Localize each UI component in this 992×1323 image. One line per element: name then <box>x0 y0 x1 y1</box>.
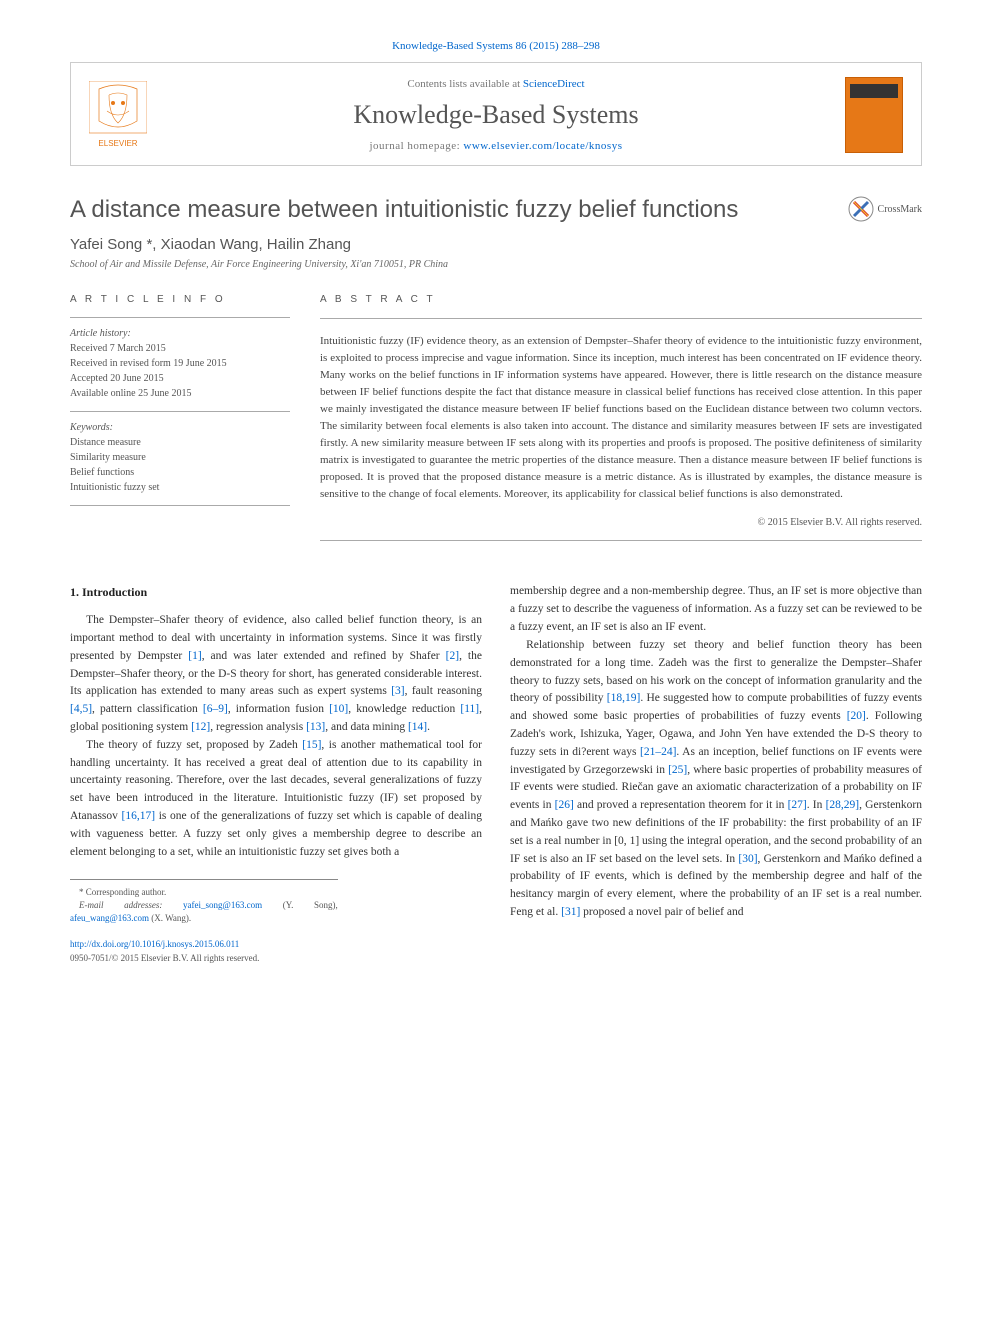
ref-link[interactable]: [6–9] <box>203 703 228 715</box>
divider <box>70 411 290 412</box>
article-info-heading: A R T I C L E I N F O <box>70 292 290 307</box>
ref-link[interactable]: [31] <box>561 906 580 918</box>
ref-link[interactable]: [18,19] <box>607 692 641 704</box>
ref-link[interactable]: [26] <box>555 799 574 811</box>
ref-link[interactable]: [12] <box>191 721 210 733</box>
ref-link[interactable]: [1] <box>188 650 201 662</box>
history-line: Available online 25 June 2015 <box>70 386 290 401</box>
crossmark-badge[interactable]: CrossMark <box>848 196 922 222</box>
corresponding-author-note: * Corresponding author. <box>70 886 338 899</box>
journal-header: ELSEVIER Contents lists available at Sci… <box>70 62 922 166</box>
crossmark-label: CrossMark <box>878 204 922 215</box>
divider <box>320 318 922 319</box>
history-line: Accepted 20 June 2015 <box>70 371 290 386</box>
ref-link[interactable]: [16,17] <box>122 810 156 822</box>
ref-link[interactable]: [4,5] <box>70 703 92 715</box>
body-paragraph: The theory of fuzzy set, proposed by Zad… <box>70 737 482 862</box>
divider <box>320 540 922 541</box>
article-title: A distance measure between intuitionisti… <box>70 196 828 224</box>
affiliation: School of Air and Missile Defense, Air F… <box>70 259 922 270</box>
divider <box>70 505 290 506</box>
keywords-label: Keywords: <box>70 420 290 435</box>
cover-label: Knowledge-Based SYSTEMS <box>851 85 902 96</box>
homepage-prefix: journal homepage: <box>369 140 463 152</box>
header-center: Contents lists available at ScienceDirec… <box>165 78 827 152</box>
ref-link[interactable]: [13] <box>306 721 325 733</box>
abstract-block: A B S T R A C T Intuitionistic fuzzy (IF… <box>320 292 922 555</box>
body-paragraph: The Dempster–Shafer theory of evidence, … <box>70 612 482 737</box>
history-line: Received 7 March 2015 <box>70 341 290 356</box>
ref-link[interactable]: [20] <box>847 710 866 722</box>
divider <box>70 317 290 318</box>
keyword: Intuitionistic fuzzy set <box>70 480 290 495</box>
sciencedirect-link[interactable]: ScienceDirect <box>523 78 585 90</box>
issn-copyright: 0950-7051/© 2015 Elsevier B.V. All right… <box>70 953 259 963</box>
elsevier-logo[interactable]: ELSEVIER <box>89 81 147 149</box>
email-link[interactable]: yafei_song@163.com <box>183 900 262 910</box>
citation-line[interactable]: Knowledge-Based Systems 86 (2015) 288–29… <box>70 40 922 52</box>
footnote-block: * Corresponding author. E-mail addresses… <box>70 879 338 924</box>
ref-link[interactable]: [21–24] <box>640 746 676 758</box>
ref-link[interactable]: [2] <box>446 650 459 662</box>
email-label: E-mail addresses: <box>79 900 183 910</box>
history-line: Received in revised form 19 June 2015 <box>70 356 290 371</box>
ref-link[interactable]: [25] <box>668 764 687 776</box>
crossmark-icon <box>848 196 874 222</box>
body-paragraph: membership degree and a non-membership d… <box>510 583 922 636</box>
keyword: Distance measure <box>70 435 290 450</box>
doi-block: http://dx.doi.org/10.1016/j.knosys.2015.… <box>70 938 482 966</box>
keyword: Belief functions <box>70 465 290 480</box>
journal-cover-thumbnail[interactable]: Knowledge-Based SYSTEMS <box>845 77 903 153</box>
meta-row: A R T I C L E I N F O Article history: R… <box>70 292 922 555</box>
section-heading: 1. Introduction <box>70 583 482 602</box>
right-column: membership degree and a non-membership d… <box>510 583 922 966</box>
homepage-link[interactable]: www.elsevier.com/locate/knosys <box>463 140 622 152</box>
body-paragraph: Relationship between fuzzy set theory an… <box>510 637 922 922</box>
publisher-text: ELSEVIER <box>98 139 137 148</box>
contents-available-line: Contents lists available at ScienceDirec… <box>165 78 827 90</box>
ref-link[interactable]: [15] <box>302 739 321 751</box>
abstract-text: Intuitionistic fuzzy (IF) evidence theor… <box>320 333 922 503</box>
ref-link[interactable]: [14] <box>408 721 427 733</box>
citation-link[interactable]: Knowledge-Based Systems 86 (2015) 288–29… <box>392 40 600 52</box>
keyword: Similarity measure <box>70 450 290 465</box>
abstract-copyright: © 2015 Elsevier B.V. All rights reserved… <box>320 515 922 531</box>
history-label: Article history: <box>70 326 290 341</box>
journal-name: Knowledge-Based Systems <box>165 100 827 130</box>
email-link[interactable]: afeu_wang@163.com <box>70 913 149 923</box>
article-info-block: A R T I C L E I N F O Article history: R… <box>70 292 290 555</box>
left-column: 1. Introduction The Dempster–Shafer theo… <box>70 583 482 966</box>
contents-prefix: Contents lists available at <box>407 78 522 90</box>
abstract-heading: A B S T R A C T <box>320 292 922 308</box>
body-columns: 1. Introduction The Dempster–Shafer theo… <box>70 583 922 966</box>
authors-text: Yafei Song *, Xiaodan Wang, Hailin Zhang <box>70 236 351 253</box>
ref-link[interactable]: [30] <box>738 853 757 865</box>
authors-line: Yafei Song *, Xiaodan Wang, Hailin Zhang <box>70 236 922 253</box>
ref-link[interactable]: [28,29] <box>826 799 860 811</box>
doi-link[interactable]: http://dx.doi.org/10.1016/j.knosys.2015.… <box>70 939 239 949</box>
ref-link[interactable]: [11] <box>460 703 479 715</box>
ref-link[interactable]: [27] <box>788 799 807 811</box>
ref-link[interactable]: [3] <box>391 685 404 697</box>
title-row: A distance measure between intuitionisti… <box>70 196 922 224</box>
email-addresses: E-mail addresses: yafei_song@163.com (Y.… <box>70 899 338 924</box>
journal-homepage-line: journal homepage: www.elsevier.com/locat… <box>165 140 827 152</box>
ref-link[interactable]: [10] <box>329 703 348 715</box>
